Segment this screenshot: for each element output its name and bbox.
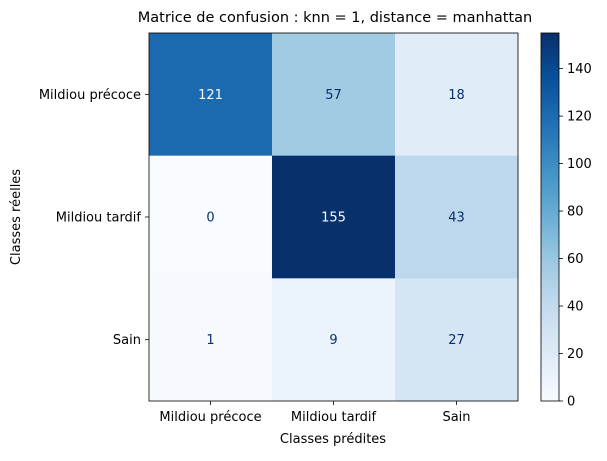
cell-value-label: 155	[321, 211, 346, 226]
x-tick-label: Sain	[442, 410, 470, 425]
colorbar-tick-label: 40	[567, 300, 584, 315]
colorbar-ticks: 0 20 40 60 80 100 120 140	[559, 62, 592, 410]
y-tick-label: Sain	[113, 333, 141, 348]
y-axis-label: Classes réelles	[9, 169, 24, 265]
chart-title: Matrice de confusion : knn = 1, distance…	[138, 10, 533, 26]
heatmap-cell	[395, 155, 519, 279]
cell-value-label: 18	[448, 88, 465, 103]
heatmap-cell	[272, 278, 396, 402]
heatmap-cell	[272, 155, 396, 279]
heatmap-cells: 121 57 18 0 155 43 1 9 27	[149, 33, 519, 402]
heatmap-cell	[149, 155, 273, 279]
colorbar-tick-label: 60	[567, 252, 584, 267]
colorbar-tick-label: 140	[567, 62, 592, 77]
y-tick-label: Mildiou précoce	[39, 88, 141, 103]
x-tick-label: Mildiou tardif	[291, 410, 377, 425]
heatmap-cell	[272, 33, 396, 157]
heatmap-cell	[395, 278, 519, 402]
heatmap-cell	[149, 278, 273, 402]
cell-value-label: 9	[329, 333, 337, 348]
x-tick-label: Mildiou précoce	[159, 410, 261, 425]
colorbar-tick-label: 20	[567, 347, 584, 362]
colorbar-tick-label: 0	[567, 395, 575, 410]
y-axis-ticks: Mildiou précoce Mildiou tardif Sain	[39, 88, 149, 348]
cell-value-label: 0	[206, 211, 214, 226]
colorbar-tick-label: 100	[567, 157, 592, 172]
colorbar	[540, 32, 560, 402]
cell-value-label: 121	[198, 88, 223, 103]
x-axis-ticks: Mildiou précoce Mildiou tardif Sain	[159, 401, 471, 425]
cell-value-label: 27	[448, 333, 465, 348]
heatmap-cell	[395, 33, 519, 157]
cell-value-label: 1	[206, 333, 214, 348]
cell-value-label: 43	[448, 211, 465, 226]
cell-value-label: 57	[325, 88, 342, 103]
colorbar-tick-label: 120	[567, 110, 592, 125]
x-axis-label: Classes prédites	[280, 432, 386, 447]
colorbar-tick-label: 80	[567, 205, 584, 220]
heatmap-cell	[149, 33, 273, 157]
y-tick-label: Mildiou tardif	[56, 211, 142, 226]
